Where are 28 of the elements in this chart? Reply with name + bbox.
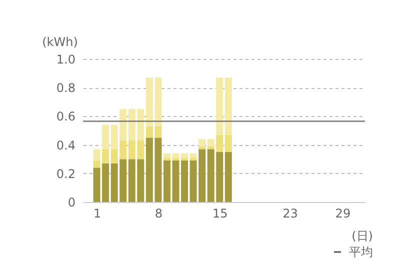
y-tick-label: 0.4 [56, 138, 76, 152]
bar [207, 139, 214, 146]
y-axis-title: (kWh) [42, 35, 78, 49]
bar [198, 139, 206, 146]
bar [190, 153, 197, 158]
bar [102, 124, 110, 150]
y-tick-label: 0.2 [56, 166, 76, 181]
x-tick-label: 23 [282, 206, 298, 220]
x-axis-title: (日) [352, 229, 373, 243]
y-tick-label: 1.0 [56, 52, 76, 66]
x-tick-label: 1 [93, 206, 102, 220]
bar [190, 158, 197, 161]
x-tick-label: 29 [335, 206, 351, 220]
y-tick-label: 0 [68, 196, 76, 210]
bar [181, 160, 188, 202]
bar [93, 149, 100, 161]
bar [181, 153, 188, 158]
ref-line-label: 平均 [349, 245, 373, 259]
y-tick-label: 0.8 [56, 81, 76, 96]
x-tick-label: 15 [212, 206, 228, 220]
bar [198, 146, 206, 150]
bar [181, 158, 188, 161]
y-tick-label: 0.6 [56, 110, 76, 124]
bar [224, 78, 232, 135]
bar [216, 78, 224, 135]
bar [224, 134, 232, 152]
bar [224, 152, 232, 202]
x-tick-label: 8 [154, 206, 163, 220]
